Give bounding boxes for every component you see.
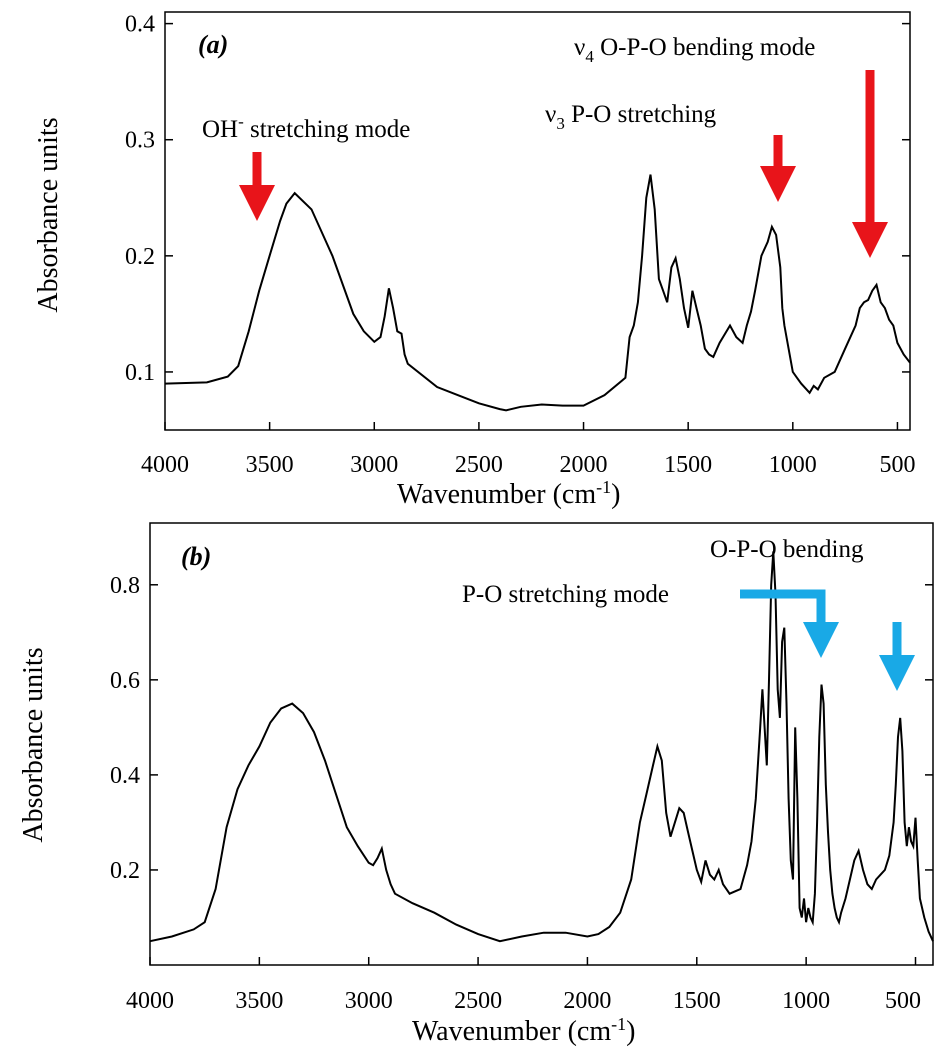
- plot-frame-b: [149, 522, 934, 966]
- y-tick-label: 0.2: [125, 244, 155, 270]
- spectrum-a: [164, 174, 911, 412]
- x-tick-label: 2500: [455, 452, 503, 478]
- spectrum-line-b: [149, 551, 934, 943]
- x-tick-label: 4000: [141, 452, 189, 478]
- panel-tag-b: (b): [181, 542, 211, 571]
- y-tick-label: 0.1: [125, 360, 155, 386]
- x-tick-label: 1500: [673, 988, 721, 1014]
- y-tick-label: 0.8: [110, 573, 140, 599]
- y-tick-label: 0.6: [110, 668, 140, 694]
- x-tick-label: 3000: [345, 988, 393, 1014]
- x-tick-label: 3000: [350, 452, 398, 478]
- annotation-po-stretching: P-O stretching mode: [462, 581, 669, 608]
- x-tick-label: 500: [885, 988, 921, 1014]
- spectrum-line-a: [164, 174, 911, 412]
- x-tick-label: 4000: [126, 988, 174, 1014]
- y-tick-label: 0.2: [110, 858, 140, 884]
- panel-a: 4000 3500 3000 2500 2000 1500 1000 500 0.10.20.…: [33, 11, 915, 510]
- y-tick-label: 0.4: [110, 763, 140, 789]
- annotation-opo-bending: O-P-O bending: [710, 536, 864, 563]
- annotation-v3-po-stretching: ν3 P-O stretching: [545, 101, 717, 133]
- y-axis-ticks-a: 0.1 0.2 0.3 0.4: [125, 12, 910, 386]
- y-axis-title-b: Absorbance units: [18, 647, 49, 842]
- x-axis-ticks-a: 4000 3500 3000 2500 2000 1500 1000 500: [141, 422, 915, 478]
- x-axis-title-b: Wavenumber (cm-1): [412, 1014, 635, 1047]
- x-tick-label: 1000: [782, 988, 830, 1014]
- x-tick-label: 2000: [563, 988, 611, 1014]
- x-tick-label: 2500: [454, 988, 502, 1014]
- y-axis-title-a: Absorbance units: [33, 117, 64, 312]
- x-tick-label: 2000: [560, 452, 608, 478]
- y-axis-ticks-b: 0.2 0.4 0.6 0.8: [110, 573, 933, 884]
- panel-b: 4000 3500 3000 2500 2000 1500 1000 500 0.20.40.…: [18, 522, 934, 1047]
- annotation-oh-stretching: OH- stretching mode: [202, 112, 410, 143]
- y-tick-label: 0.3: [125, 128, 155, 154]
- x-tick-label: 1500: [664, 452, 712, 478]
- spectrum-b: [149, 551, 934, 943]
- x-axis-title-a: Wavenumber (cm-1): [397, 477, 620, 510]
- x-tick-label: 3500: [246, 452, 294, 478]
- arrow-po-stretching: [740, 589, 839, 658]
- x-axis-ticks-b: 4000 3500 3000 2500 2000 1500 1000 500: [126, 957, 921, 1014]
- annotation-v4-opo-bending: ν4 O-P-O bending mode: [574, 34, 815, 66]
- x-tick-label: 3500: [235, 988, 283, 1014]
- y-tick-label: 0.4: [125, 12, 155, 38]
- x-tick-label: 500: [879, 452, 915, 478]
- x-tick-label: 1000: [769, 452, 817, 478]
- panel-tag-a: (a): [198, 30, 228, 59]
- plot-frame-a: [164, 11, 911, 431]
